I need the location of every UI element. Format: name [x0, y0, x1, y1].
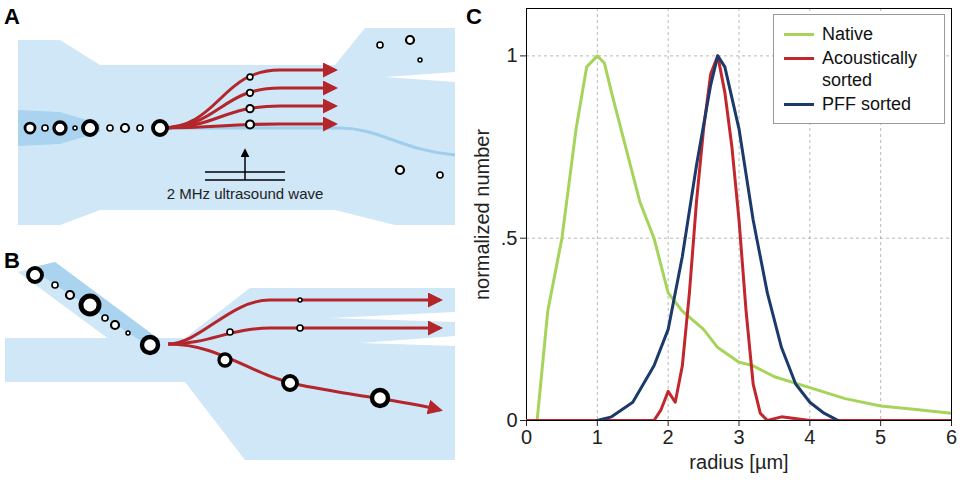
- svg-text:5: 5: [875, 426, 886, 448]
- svg-text:1: 1: [506, 44, 517, 66]
- svg-text:1: 1: [592, 426, 603, 448]
- svg-text:2: 2: [663, 426, 674, 448]
- html-text:Native: Native: [822, 24, 873, 44]
- svg-text:.5: .5: [501, 227, 518, 249]
- svg-text:6: 6: [946, 426, 957, 448]
- html-text:B: B: [4, 248, 20, 273]
- html-text:PFF sorted: PFF sorted: [822, 94, 911, 114]
- svg-text:2 MHz ultrasound wave: 2 MHz ultrasound wave: [167, 185, 324, 202]
- html-text:Acoustically sorted: Acoustically sorted: [822, 48, 917, 90]
- svg-text:0: 0: [521, 426, 532, 448]
- html-text:C: C: [466, 4, 482, 29]
- svg-text:3: 3: [733, 426, 744, 448]
- svg-text:4: 4: [804, 426, 815, 448]
- svg-text:radius [µm]: radius [µm]: [689, 451, 788, 473]
- svg-text:normalized number: normalized number: [471, 129, 493, 301]
- html-text:A: A: [4, 4, 20, 29]
- svg-text:0: 0: [506, 409, 517, 431]
